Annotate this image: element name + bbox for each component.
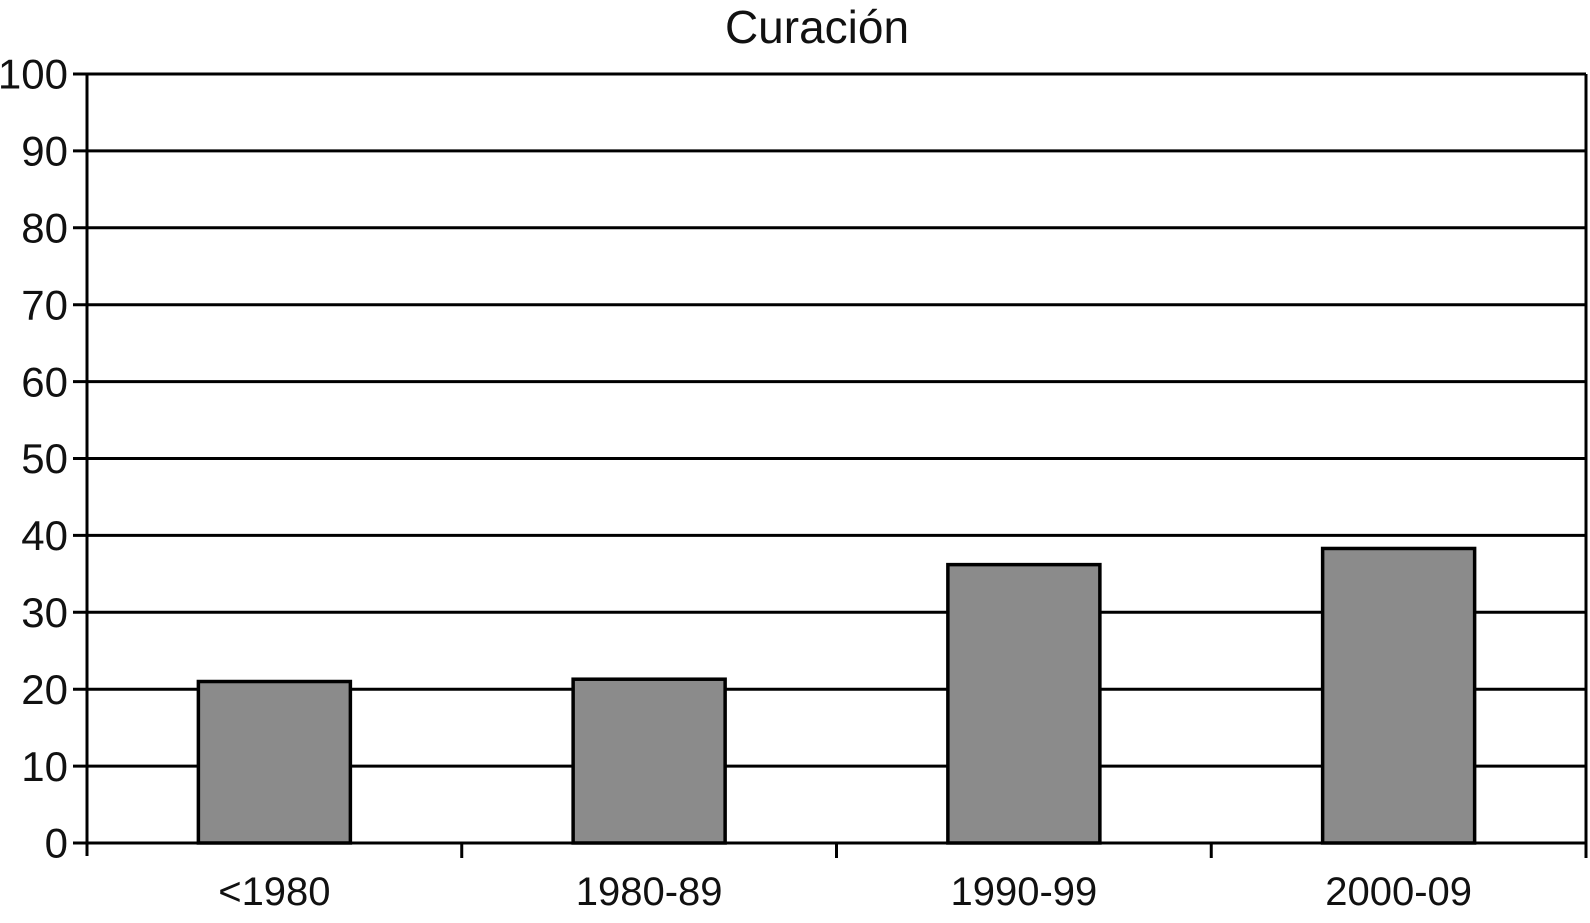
y-tick-label: 10 <box>21 743 68 790</box>
y-tick-label: 20 <box>21 666 68 713</box>
y-tick-label: 30 <box>21 589 68 636</box>
x-category-label: 2000-09 <box>1325 870 1472 914</box>
y-tick-label: 70 <box>21 281 68 328</box>
y-tick-label: 100 <box>0 51 68 98</box>
bar <box>571 677 727 845</box>
y-tick-label: 0 <box>45 820 68 867</box>
y-tick-label: 60 <box>21 358 68 405</box>
y-tick-label: 90 <box>21 128 68 175</box>
x-category-label: <1980 <box>218 870 330 914</box>
chart-title: Curación <box>724 1 910 53</box>
bar <box>1320 546 1477 845</box>
x-category-label: 1990-99 <box>950 870 1097 914</box>
bar <box>196 679 353 845</box>
y-tick-label: 80 <box>21 205 68 252</box>
y-tick-label: 50 <box>21 435 68 482</box>
bar <box>946 562 1102 845</box>
x-category-label: 1980-89 <box>576 870 723 914</box>
y-tick-label: 40 <box>21 512 68 559</box>
